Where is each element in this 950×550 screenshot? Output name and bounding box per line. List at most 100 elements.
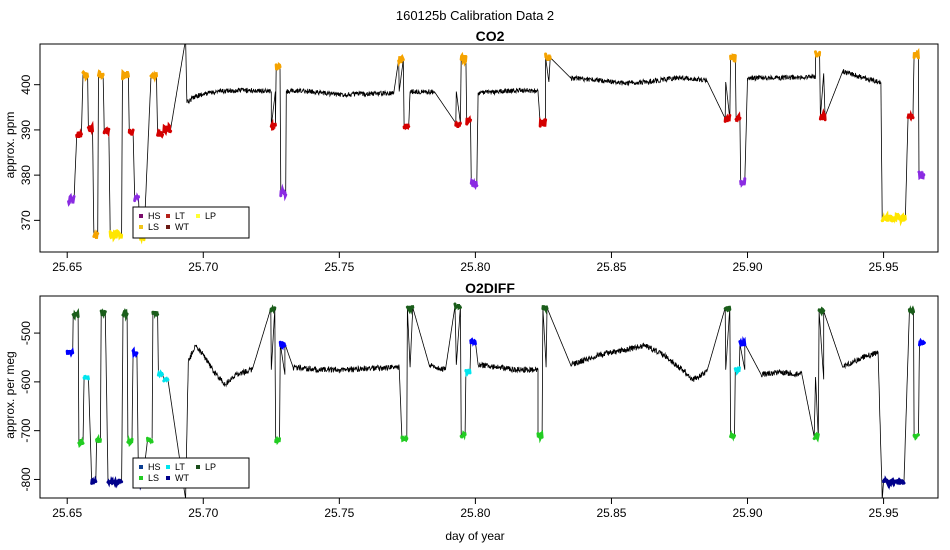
co2-legend-swatch-wt [166,225,170,229]
o2diff-legend-swatch-wt [166,476,170,480]
co2-cal-segment-35 [917,170,926,181]
o2diff-cal-segment-27 [723,305,732,313]
co2-cal-segment-28 [734,111,742,123]
o2diff-cal-segment-9 [126,434,134,447]
figure-title: 160125b Calibration Data 2 [396,8,554,23]
co2-x-tick-label-4: 25.85 [596,260,626,274]
co2-y-tick-label-3: 400 [19,74,33,94]
o2diff-cal-segment-35 [912,433,920,441]
o2diff-cal-segment-6 [99,308,107,319]
o2diff-series [65,302,926,498]
o2diff-legend-label-lp: LP [205,462,216,472]
co2-cal-segment-27 [729,53,737,63]
o2diff-panel: O2DIFF approx. per meg 25.65 25.70 25.75 25… [3,280,939,520]
o2diff-cal-segment-8 [121,308,129,322]
o2diff-legend-swatch-ls [139,476,143,480]
o2diff-x-tick-label-5: 25.90 [732,506,762,520]
co2-cal-segment-34 [912,47,920,60]
o2diff-cal-segment-10 [131,346,139,359]
o2diff-cal-segment-28 [729,429,736,442]
o2diff-cal-segment-5 [95,433,102,444]
o2diff-y-tick-label-0: -800 [19,467,33,491]
co2-x-tick-label-1: 25.70 [188,260,218,274]
co2-legend-label-lp: LP [205,211,216,221]
o2diff-cal-segment-21 [453,302,462,311]
o2diff-y-tick-label-1: -700 [19,418,33,442]
o2diff-cal-segment-19 [400,435,409,443]
o2diff-cal-segment-15 [162,376,170,383]
o2diff-cal-segment-7 [106,475,124,489]
co2-x-tick-label-0: 25.65 [52,260,82,274]
co2-cal-segment-24 [538,117,548,128]
o2diff-cal-segment-32 [817,306,826,317]
co2-cal-segment-13 [156,128,164,139]
co2-x-tick-label-6: 25.95 [869,260,899,274]
co2-legend-swatch-lt [166,214,170,218]
co2-cal-segment-7 [108,228,124,243]
co2-cal-segment-5 [97,69,105,80]
o2diff-cal-segment-23 [464,368,472,378]
co2-cal-segment-30 [814,50,822,58]
co2-legend-swatch-hs [139,214,143,218]
co2-cal-segment-16 [274,61,282,71]
o2diff-cal-segment-12 [146,436,154,445]
o2diff-cal-segment-31 [812,431,820,443]
o2diff-cal-segment-14 [156,369,164,379]
co2-cal-segment-2 [81,69,90,82]
o2diff-y-tick-label-3: -500 [19,321,33,345]
o2diff-legend-swatch-lp [196,465,200,469]
co2-cal-segment-14 [162,121,173,137]
co2-cal-segment-23 [469,177,479,190]
o2diff-cal-segment-20 [405,305,415,315]
co2-cal-segment-15 [269,118,277,131]
o2diff-cal-segment-13 [151,310,160,319]
o2diff-x-tick-label-6: 25.95 [869,506,899,520]
co2-cal-segment-12 [149,70,158,83]
co2-cal-segment-32 [880,210,907,227]
o2diff-legend-box [132,457,250,489]
x-axis-label: day of year [445,529,504,543]
o2diff-axes: 25.65 25.70 25.75 25.80 25.85 25.90 25.95 -800 -… [19,321,899,520]
co2-y-tick-label-2: 390 [19,120,33,140]
co2-cal-segment-21 [459,51,468,67]
co2-x-tick-label-2: 25.75 [324,260,354,274]
co2-cal-segment-20 [454,120,462,128]
o2diff-cal-segment-2 [77,436,85,448]
o2diff-legend: HS LS LT WT LP [132,457,250,489]
o2diff-x-tick-label-3: 25.80 [460,506,490,520]
co2-y-tick-label-1: 380 [19,165,33,185]
co2-cal-segment-0 [67,192,76,207]
o2diff-legend-label-ls: LS [148,473,159,483]
co2-y-axis-label: approx. ppm [3,112,17,179]
co2-cal-segment-17 [279,183,288,202]
o2diff-cal-segment-25 [536,429,544,444]
co2-cal-segment-1 [75,128,83,139]
o2diff-cal-segment-22 [459,430,467,441]
o2diff-legend-label-hs: HS [148,462,161,472]
o2diff-cal-segment-24 [469,337,477,347]
co2-cal-segment-6 [102,126,111,138]
o2diff-legend-label-wt: WT [175,473,189,483]
co2-trace-line [68,44,924,238]
co2-cal-segment-9 [127,128,135,136]
o2diff-cal-segment-4 [90,475,98,485]
co2-legend-swatch-ls [139,225,143,229]
o2diff-cal-segment-3 [82,374,90,381]
co2-legend-swatch-lp [196,214,200,218]
o2diff-cal-segment-16 [269,304,277,314]
co2-plot-frame [39,43,939,253]
co2-legend-label-hs: HS [148,211,161,221]
co2-cal-segment-26 [723,113,732,123]
o2diff-legend-swatch-hs [139,465,143,469]
co2-cal-segment-4 [92,229,100,239]
o2diff-y-axis-label: approx. per meg [3,351,17,438]
o2diff-x-tick-label-0: 25.65 [52,506,82,520]
o2diff-cal-segment-26 [541,305,549,315]
co2-cal-segment-19 [402,123,411,131]
o2diff-cal-segment-29 [733,366,741,376]
co2-legend-label-ls: LS [148,222,159,232]
o2diff-cal-segment-17 [274,435,281,446]
co2-axes: 25.65 25.70 25.75 25.80 25.85 25.90 25.95 370 38… [19,74,899,274]
o2diff-plot-frame [39,295,939,499]
o2diff-cal-segment-1 [71,308,80,321]
